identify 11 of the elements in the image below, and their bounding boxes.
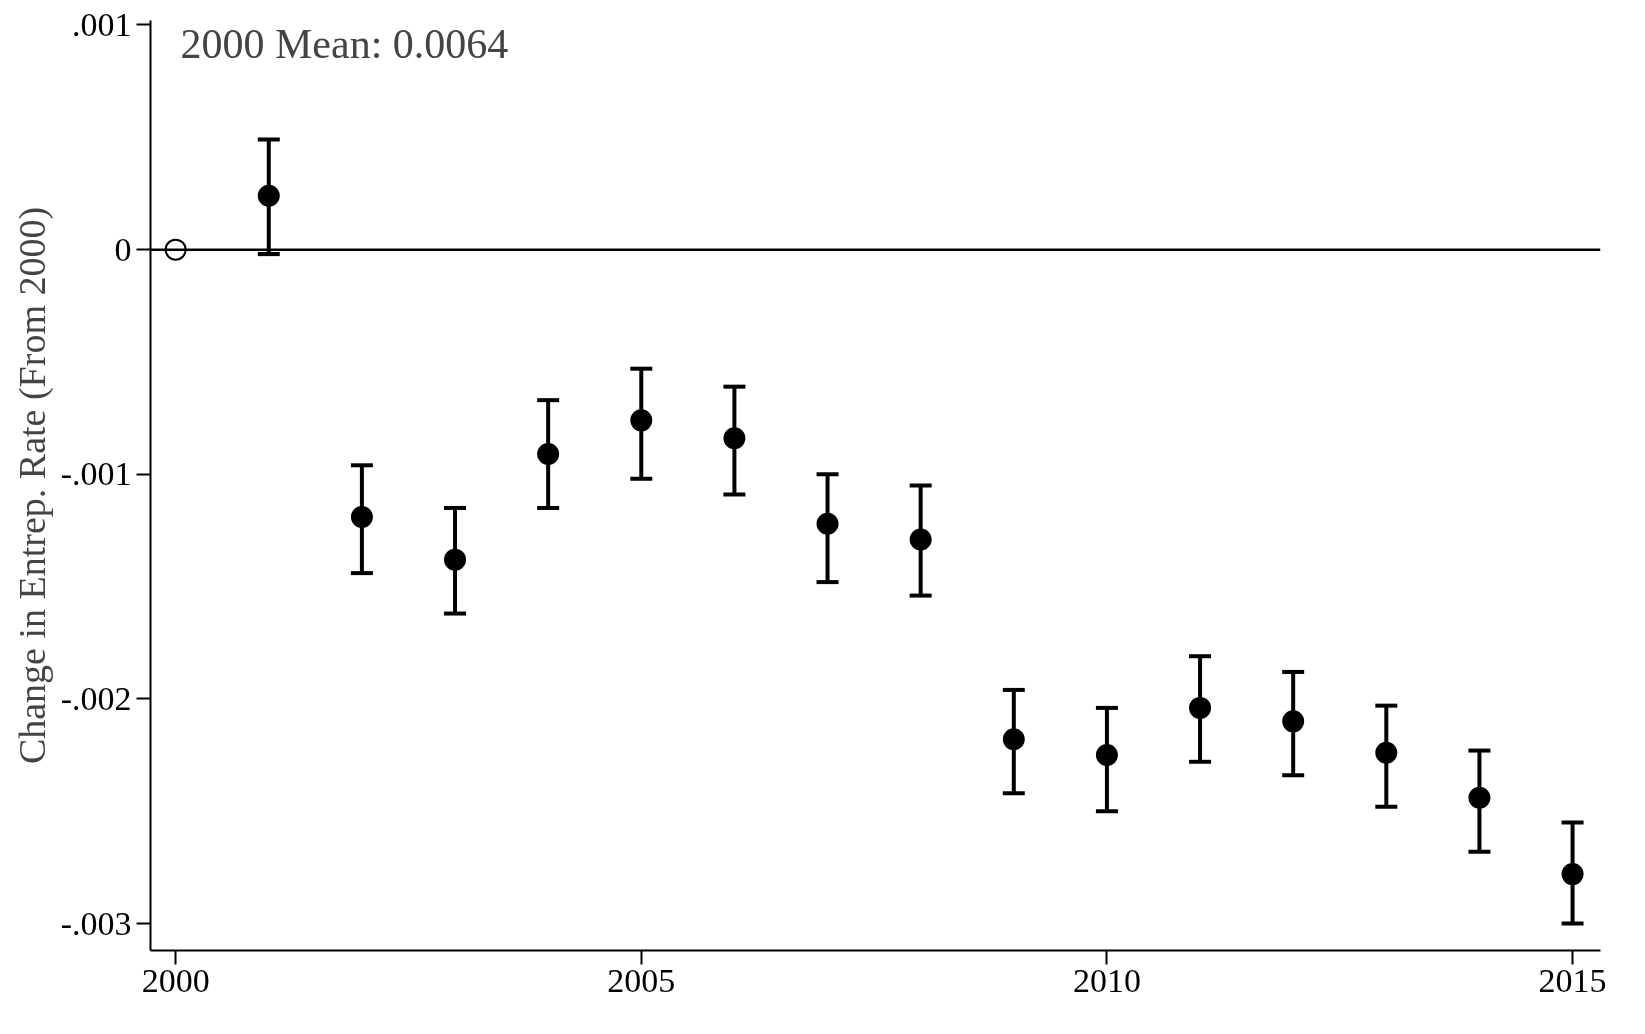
y-tick-label: .001 xyxy=(72,5,132,43)
x-tick-label: 2010 xyxy=(1072,961,1141,999)
y-tick-label: -.002 xyxy=(60,679,132,717)
y-axis-title: Change in Entrep. Rate (From 2000) xyxy=(10,206,54,765)
annotation: 2000 Mean: 0.0064 xyxy=(180,20,509,67)
x-tick-label: 2015 xyxy=(1538,961,1607,999)
x-tick-label: 2000 xyxy=(141,961,210,999)
y-tick-label: -.001 xyxy=(60,455,132,493)
y-tick-label: -.003 xyxy=(60,904,132,942)
y-tick-label: 0 xyxy=(114,230,132,268)
x-tick-label: 2005 xyxy=(607,961,676,999)
